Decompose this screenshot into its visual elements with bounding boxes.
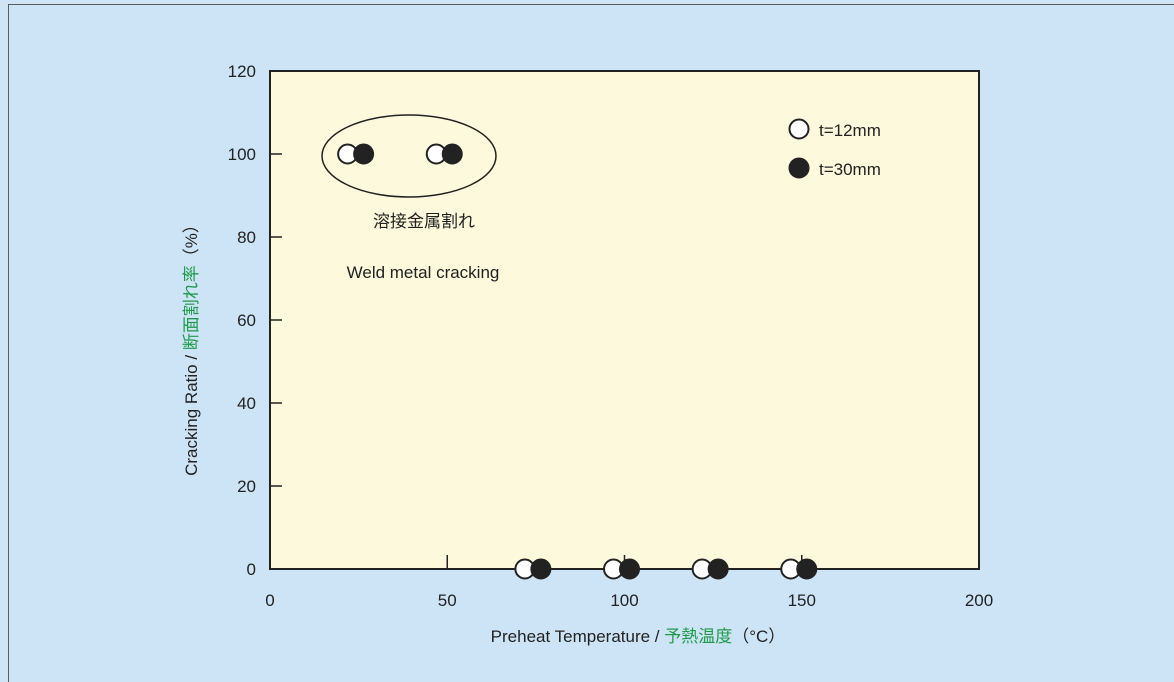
y-axis-ticks: 0 20 40 60 80 100 120 — [228, 62, 282, 579]
legend-label-30mm: t=30mm — [819, 160, 881, 179]
x-tick-label: 200 — [965, 591, 993, 610]
point-t30mm — [796, 558, 818, 580]
legend: t=12mm t=30mm — [788, 118, 881, 179]
y-tick-label: 100 — [228, 145, 256, 164]
point-t30mm — [441, 143, 463, 165]
y-tick-label: 40 — [237, 394, 256, 413]
x-axis-title-unit: （°C） — [732, 627, 785, 646]
data-points — [337, 143, 818, 580]
annotation-en: Weld metal cracking — [347, 263, 500, 282]
point-t30mm — [707, 558, 729, 580]
x-tick-label: 100 — [610, 591, 638, 610]
point-t30mm — [353, 143, 375, 165]
x-axis-ticks: 0 50 100 150 200 — [265, 555, 993, 610]
y-tick-label: 60 — [237, 311, 256, 330]
y-axis-title: Cracking Ratio / 断面割れ率（%） — [182, 216, 201, 476]
plot-area — [269, 70, 980, 570]
x-tick-label: 150 — [788, 591, 816, 610]
point-t30mm — [619, 558, 640, 580]
point-t30mm — [530, 558, 552, 580]
y-tick-label: 0 — [247, 560, 256, 579]
x-tick-label: 50 — [438, 591, 457, 610]
y-axis-title-en: Cracking Ratio / — [182, 350, 201, 476]
y-tick-label: 120 — [228, 62, 256, 81]
x-axis-title-en: Preheat Temperature / — [491, 627, 665, 646]
x-axis-title: Preheat Temperature / 予熱温度（°C） — [491, 627, 786, 646]
y-tick-label: 80 — [237, 228, 256, 247]
weld-metal-cracking-ellipse — [321, 114, 497, 198]
legend-marker-filled — [788, 157, 810, 179]
y-axis-title-jp: 断面割れ率 — [182, 265, 201, 350]
x-tick-label: 0 — [265, 591, 274, 610]
x-axis-title-jp: 予熱温度 — [664, 627, 732, 646]
y-axis-title-unit: （%） — [182, 216, 201, 265]
legend-marker-open — [788, 118, 810, 140]
y-tick-label: 20 — [237, 477, 256, 496]
annotation-jp: 溶接金属割れ — [373, 212, 475, 231]
legend-label-12mm: t=12mm — [819, 121, 881, 140]
